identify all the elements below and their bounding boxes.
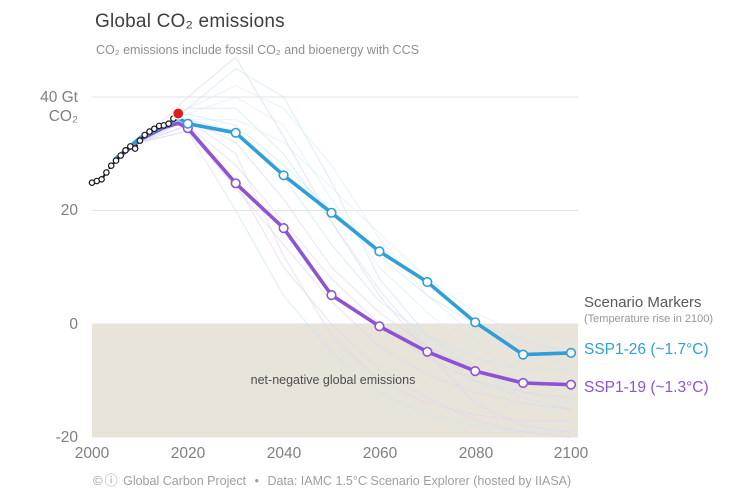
legend-item-ssp1-19: SSP1-19 (~1.3°C) xyxy=(584,379,709,396)
cc-license-icon: © xyxy=(93,473,103,488)
y-axis-unit: CO₂ xyxy=(48,108,78,125)
ssp1-26-marker xyxy=(326,207,337,218)
background-scenario-line xyxy=(139,130,571,433)
x-tick-2020: 2020 xyxy=(170,445,206,462)
net-negative-region xyxy=(92,324,578,438)
latest-emissions-point xyxy=(172,107,185,120)
scenario-legend: Scenario Markers (Temperature rise in 21… xyxy=(584,294,754,397)
historical-marker xyxy=(98,176,105,183)
ssp1-19-marker xyxy=(278,223,289,234)
background-scenario-line xyxy=(139,119,572,387)
footer-source: Global Carbon Project xyxy=(123,474,247,488)
ssp1-26-marker xyxy=(374,246,385,257)
ssp1-26-marker xyxy=(470,317,481,328)
historical-marker xyxy=(122,147,129,154)
ssp1-26-marker xyxy=(278,170,289,181)
historical-marker xyxy=(146,128,153,135)
y-tick-neg20: -20 xyxy=(55,429,78,446)
x-tick-2080: 2080 xyxy=(458,445,494,462)
by-license-icon: ⓘ xyxy=(104,473,118,488)
net-negative-label: net-negative global emissions xyxy=(250,373,416,387)
legend-item-ssp1-26: SSP1-26 (~1.7°C) xyxy=(584,341,709,358)
legend-subheading: (Temperature rise in 2100) xyxy=(584,313,714,325)
ssp1-26-line xyxy=(114,116,573,357)
x-tick-2060: 2060 xyxy=(362,445,398,462)
historical-marker xyxy=(107,162,115,170)
footer-data-note: Data: IAMC 1.5°C Scenario Explorer (host… xyxy=(267,474,572,488)
ssp1-19-marker xyxy=(326,290,337,301)
ssp1-26-marker xyxy=(230,127,241,138)
historical-marker xyxy=(165,120,172,128)
background-scenario-line xyxy=(139,119,571,370)
ssp1-19-marker xyxy=(230,178,241,189)
ssp1-19-marker xyxy=(565,379,577,390)
chart-title: Global CO₂ emissions xyxy=(95,11,285,32)
historical-marker xyxy=(131,145,139,152)
historical-marker xyxy=(151,125,158,133)
ssp1-26-marker xyxy=(182,118,193,129)
background-scenario-line xyxy=(139,107,572,410)
footer-separator: • xyxy=(254,474,259,488)
y-tick-0: 0 xyxy=(69,316,78,333)
historical-marker xyxy=(141,131,149,139)
ssp1-19-marker xyxy=(470,366,481,377)
y-tick-20: 20 xyxy=(60,202,78,219)
y-axis-unit-label: 40 Gt CO₂ xyxy=(18,88,78,126)
historical-marker xyxy=(103,169,110,176)
historical-marker xyxy=(117,152,125,159)
y-tick-40: 40 Gt xyxy=(40,89,78,106)
historical-marker xyxy=(112,157,120,164)
ssp1-19-marker xyxy=(517,377,529,389)
ssp1-26-marker xyxy=(565,347,577,359)
legend-heading: Scenario Markers xyxy=(584,294,702,311)
historical-marker xyxy=(136,137,144,145)
chart-subtitle: CO₂ emissions include fossil CO₂ and bio… xyxy=(96,43,420,57)
attribution-footer: © ⓘ Global Carbon Project • Data: IAMC 1.… xyxy=(93,470,571,489)
background-scenario-line xyxy=(139,119,572,348)
x-tick-2000: 2000 xyxy=(74,445,110,462)
x-tick-2100: 2100 xyxy=(553,445,589,462)
background-scenario-line xyxy=(139,119,571,422)
ssp1-19-marker xyxy=(374,321,385,332)
background-scenario-line xyxy=(139,85,572,370)
background-scenario-line xyxy=(139,56,572,433)
background-scenario-line xyxy=(139,124,572,399)
background-scenario-line xyxy=(139,130,572,410)
ssp1-26-marker xyxy=(422,276,433,288)
x-tick-2040: 2040 xyxy=(266,445,302,462)
ssp1-26-marker xyxy=(517,349,529,360)
ssp1-19-marker xyxy=(422,346,433,357)
